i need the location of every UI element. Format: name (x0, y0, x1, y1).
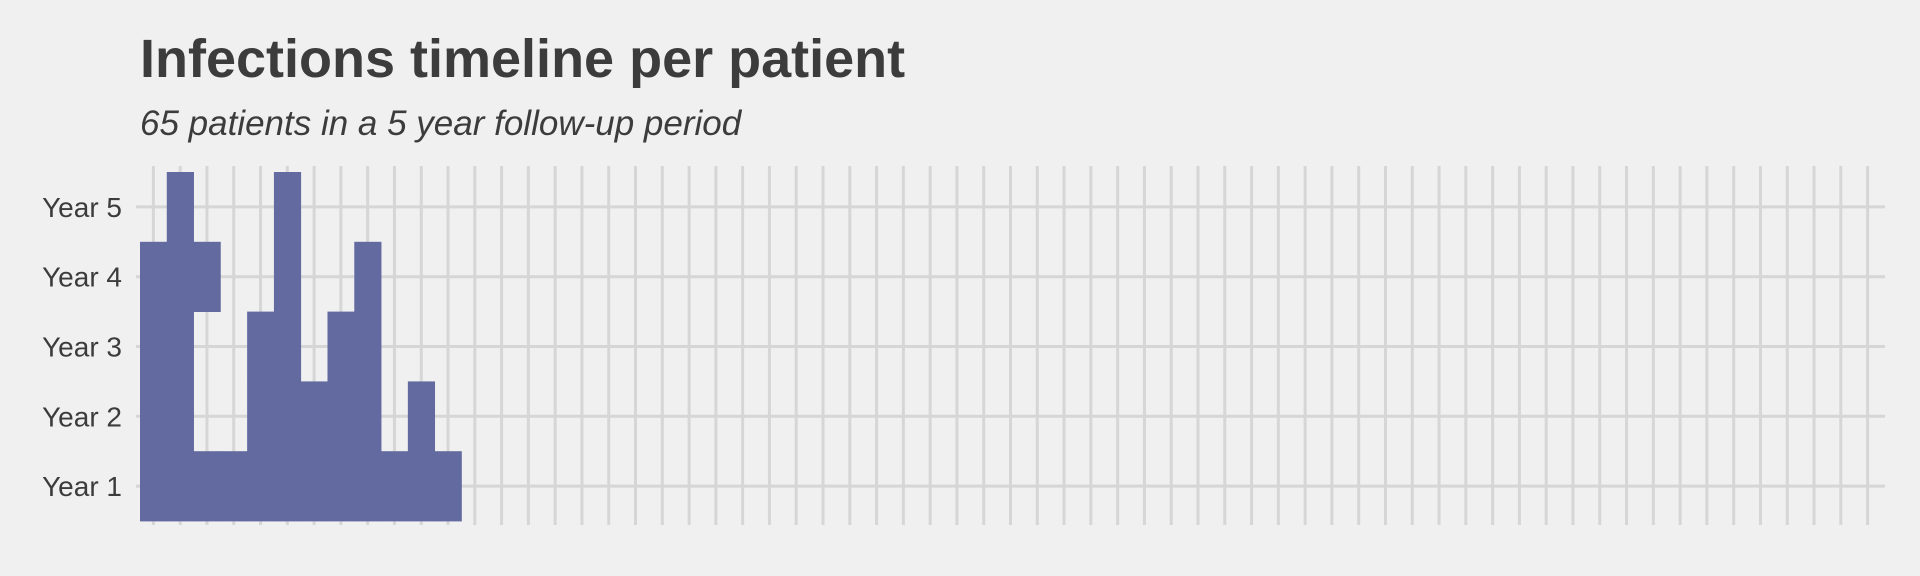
infection-cell (327, 381, 355, 452)
infection-cell (273, 381, 302, 452)
infection-cell (354, 381, 382, 452)
y-tick-label: Year 3 (42, 332, 122, 363)
chart-subtitle: 65 patients in a 5 year follow-up period (140, 104, 742, 143)
infection-cell (166, 172, 194, 243)
infection-cell (273, 241, 302, 312)
infection-cell (327, 451, 355, 522)
infection-cell (140, 381, 168, 452)
infection-cell (434, 451, 462, 522)
y-tick-label: Year 1 (42, 471, 122, 502)
infection-cell (166, 381, 194, 452)
infection-cell (273, 311, 302, 382)
infection-cell (354, 311, 382, 382)
infection-cell (193, 241, 221, 312)
infection-cell (407, 451, 436, 522)
infection-cell (140, 311, 168, 382)
infection-cell (354, 451, 382, 522)
infection-cell (381, 451, 409, 522)
y-tick-label: Year 5 (42, 192, 122, 223)
chart-title: Infections timeline per patient (140, 29, 906, 89)
y-axis: Year 1 Year 2 Year 3 Year 4 Year 5 (42, 192, 122, 502)
infection-cell (166, 241, 194, 312)
y-tick-label: Year 4 (42, 262, 122, 293)
infection-cell (273, 172, 302, 243)
infection-cell (247, 381, 275, 452)
infection-cell (166, 451, 194, 522)
infection-cells (140, 172, 462, 522)
infection-cell (300, 381, 328, 452)
infection-cell (273, 451, 302, 522)
infection-cell (354, 241, 382, 312)
infection-cell (166, 311, 194, 382)
infection-cell (247, 451, 275, 522)
infection-cell (140, 451, 168, 522)
infection-cell (300, 451, 328, 522)
infection-cell (247, 311, 275, 382)
infection-cell (140, 241, 168, 312)
y-tick-label: Year 2 (42, 401, 122, 432)
infection-cell (193, 451, 221, 522)
infection-cell (220, 451, 248, 522)
infection-cell (407, 381, 436, 452)
infection-cell (327, 311, 355, 382)
